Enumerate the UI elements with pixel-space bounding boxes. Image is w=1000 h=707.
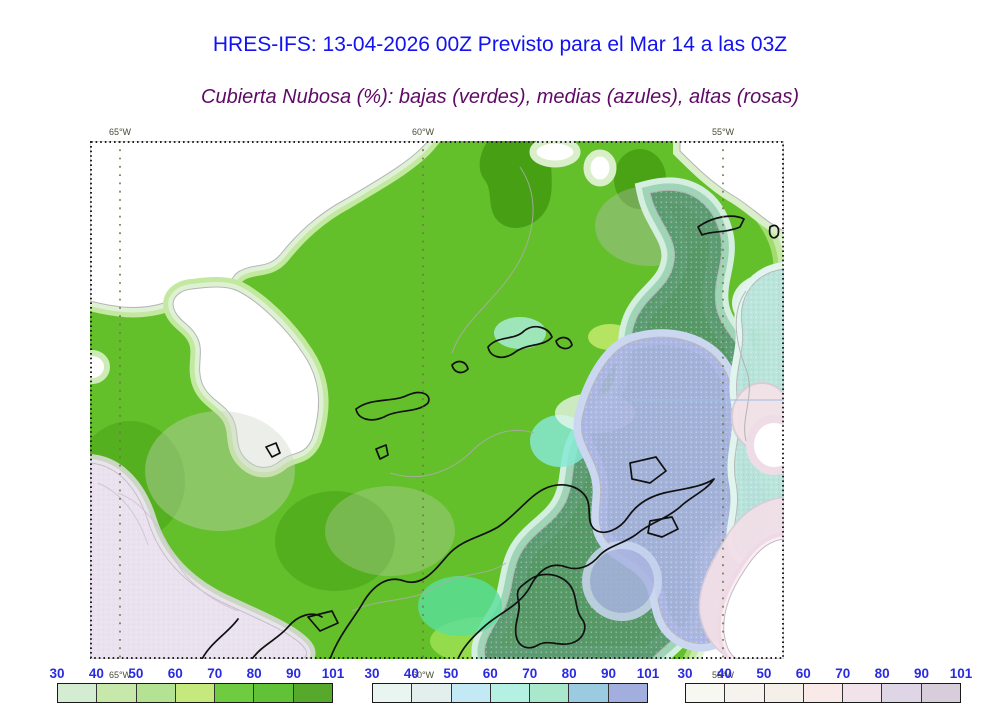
tick-label: 60 — [167, 666, 183, 681]
legend-cell — [412, 684, 452, 702]
legend-cell — [254, 684, 294, 702]
tick-label: 50 — [128, 666, 144, 681]
tick-label: 30 — [677, 666, 693, 681]
meridian-label-bottom-0: 65°W — [108, 670, 132, 680]
legend-cell — [175, 684, 216, 702]
legend-cell — [373, 684, 413, 702]
tick-label: 80 — [874, 666, 890, 681]
legend-cell — [882, 684, 922, 702]
meridian-label-top-0: 65°W — [108, 127, 132, 137]
tick-label: 90 — [914, 666, 930, 681]
tick-label: 70 — [207, 666, 223, 681]
legend-cell — [451, 684, 491, 702]
legend-cell — [215, 684, 255, 702]
legend-cell — [530, 684, 570, 702]
legend-cell — [97, 684, 137, 702]
tick-label: 40 — [716, 666, 732, 681]
legend-cell — [843, 684, 883, 702]
legend-cell — [136, 684, 176, 702]
legend-cell — [725, 684, 765, 702]
tick-label: 40 — [88, 666, 104, 681]
tick-label: 80 — [246, 666, 262, 681]
cloud-cover-map — [90, 141, 784, 659]
mid-clouds-blue-scale-ticks: 30 40 50 60 70 80 90 101 — [364, 666, 659, 681]
mid-clouds-blue-scale — [372, 683, 648, 703]
tick-label: 30 — [49, 666, 65, 681]
tick-label: 70 — [835, 666, 851, 681]
legend-cell — [608, 684, 647, 702]
clear-sky-pockets — [716, 415, 784, 659]
tick-label: 80 — [561, 666, 577, 681]
tick-label: 50 — [756, 666, 772, 681]
meridian-label-bottom-2: 55°W — [711, 670, 735, 680]
tick-label: 70 — [522, 666, 538, 681]
high-clouds-pink-scale-ticks: 30 40 50 60 70 80 90 101 — [677, 666, 972, 681]
legend-cell — [293, 684, 332, 702]
tick-label: 101 — [949, 666, 973, 681]
tick-label: 101 — [321, 666, 345, 681]
meridian-gridlines — [119, 141, 724, 659]
contour-lines — [97, 166, 783, 612]
legend-cell — [921, 684, 960, 702]
legend-cell — [803, 684, 844, 702]
low-clouds-green-scale-ticks: 30 40 50 60 70 80 90 101 — [49, 666, 344, 681]
tick-label: 90 — [286, 666, 302, 681]
page-title: HRES-IFS: 13-04-2026 00Z Previsto para e… — [212, 33, 788, 56]
meridian-label-bottom-1: 60°W — [411, 670, 435, 680]
map-border — [90, 141, 784, 659]
meridian-label-top-1: 60°W — [411, 127, 435, 137]
legend-cell — [686, 684, 726, 702]
legend-cell — [764, 684, 804, 702]
page-subtitle: Cubierta Nubosa (%): bajas (verdes), med… — [201, 86, 799, 108]
tick-label: 50 — [443, 666, 459, 681]
low-clouds-green-scale — [57, 683, 333, 703]
coastlines — [201, 215, 780, 659]
tick-label: 40 — [403, 666, 419, 681]
tick-label: 101 — [636, 666, 660, 681]
legend-cell — [490, 684, 531, 702]
tick-label: 30 — [364, 666, 380, 681]
tick-label: 60 — [482, 666, 498, 681]
legend-cell — [569, 684, 609, 702]
legend-cell — [58, 684, 98, 702]
tick-label: 60 — [795, 666, 811, 681]
map-canvas — [90, 141, 784, 659]
meridian-label-top-2: 55°W — [711, 127, 735, 137]
high-clouds-pink-scale — [685, 683, 961, 703]
tick-label: 90 — [601, 666, 617, 681]
